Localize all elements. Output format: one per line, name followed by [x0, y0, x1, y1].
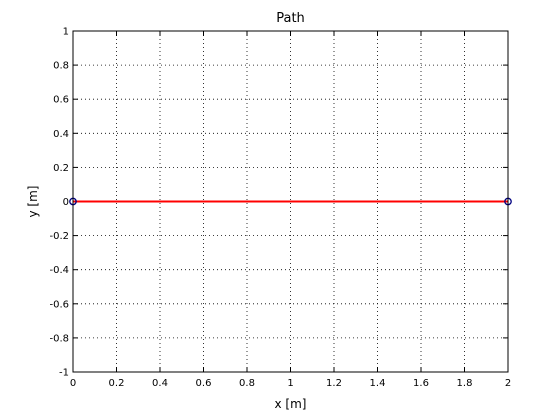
y-tick-label: 0.2 — [53, 163, 69, 174]
x-tick-label: 2 — [505, 378, 511, 389]
plot-frame — [72, 30, 509, 373]
x-tick-label: 1.8 — [457, 378, 473, 389]
y-tick-label: 0 — [63, 197, 69, 208]
y-tick-label: -0.2 — [49, 231, 69, 242]
y-tick-label: 0.4 — [53, 129, 69, 140]
y-tick-label: 0.6 — [53, 95, 69, 106]
y-tick-label: -0.4 — [49, 265, 69, 276]
y-tick-label: -0.6 — [49, 299, 69, 310]
chart-title: Path — [276, 11, 305, 26]
x-tick-label: 0.6 — [196, 378, 212, 389]
x-tick-label: 0.4 — [152, 378, 168, 389]
tick-labels: 0 0.2 0.4 0.6 0.8 1 1.2 1.4 1.6 1.8 2 -1 -0.8 -0.6 -0.… — [49, 27, 511, 390]
y-tick-label: 0.8 — [53, 61, 69, 72]
y-tick-label: -0.8 — [49, 333, 69, 344]
x-tick-label: 0 — [70, 378, 76, 389]
x-tick-label: 0.2 — [109, 378, 125, 389]
y-axis-label: y [m] — [26, 186, 40, 218]
y-tick-label: -1 — [59, 368, 69, 379]
x-tick-label: 1.4 — [370, 378, 386, 389]
y-tick-label: 1 — [63, 27, 69, 38]
x-tick-label: 0.8 — [239, 378, 255, 389]
x-tick-label: 1.6 — [413, 378, 429, 389]
x-axis-label: x [m] — [275, 397, 307, 411]
x-tick-label: 1.2 — [326, 378, 342, 389]
x-tick-label: 1 — [287, 378, 293, 389]
